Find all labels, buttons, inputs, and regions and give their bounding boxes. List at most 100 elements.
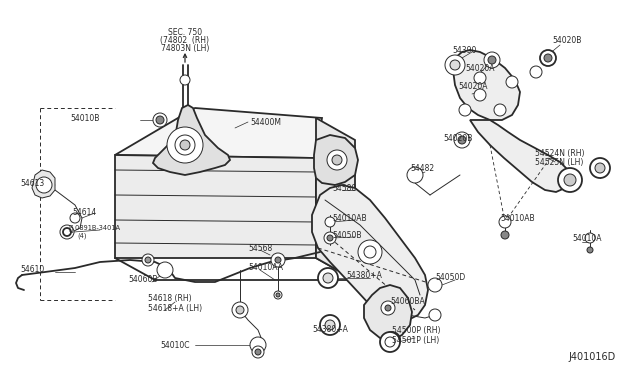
- Circle shape: [175, 135, 195, 155]
- Circle shape: [167, 127, 203, 163]
- Polygon shape: [115, 108, 322, 158]
- Circle shape: [63, 228, 71, 236]
- Polygon shape: [453, 50, 520, 120]
- Circle shape: [236, 306, 244, 314]
- Circle shape: [327, 150, 347, 170]
- Polygon shape: [153, 105, 230, 175]
- Circle shape: [530, 66, 542, 78]
- Circle shape: [327, 235, 333, 241]
- Circle shape: [385, 305, 391, 311]
- Circle shape: [428, 278, 442, 292]
- Text: 54020A: 54020A: [465, 64, 495, 73]
- Text: Ⓝ 0891B-3401A: Ⓝ 0891B-3401A: [69, 225, 120, 231]
- Circle shape: [501, 231, 509, 239]
- Circle shape: [275, 257, 281, 263]
- Polygon shape: [470, 120, 570, 192]
- Circle shape: [474, 72, 486, 84]
- Text: (74802  (RH): (74802 (RH): [161, 36, 209, 45]
- Text: Ⓝ: Ⓝ: [70, 227, 73, 233]
- Text: 54050B: 54050B: [332, 231, 362, 240]
- Text: 54390: 54390: [452, 45, 476, 55]
- Text: 54010A: 54010A: [572, 234, 602, 243]
- Text: 54010B: 54010B: [70, 113, 100, 122]
- Circle shape: [358, 240, 382, 264]
- Circle shape: [506, 76, 518, 88]
- Text: 74803N (LH): 74803N (LH): [161, 44, 209, 53]
- Text: 54010C: 54010C: [160, 340, 189, 350]
- Circle shape: [145, 257, 151, 263]
- Circle shape: [595, 163, 605, 173]
- Circle shape: [585, 233, 595, 243]
- Circle shape: [407, 167, 423, 183]
- Text: SEC. 750: SEC. 750: [168, 28, 202, 37]
- Circle shape: [445, 55, 465, 75]
- Text: 54020B: 54020B: [552, 35, 581, 45]
- Text: 54613: 54613: [20, 179, 44, 187]
- Circle shape: [250, 337, 266, 353]
- Circle shape: [544, 54, 552, 62]
- Circle shape: [325, 217, 335, 227]
- Circle shape: [36, 177, 52, 193]
- Text: 54060B: 54060B: [128, 276, 157, 285]
- Polygon shape: [364, 285, 412, 340]
- Text: J401016D: J401016D: [568, 352, 615, 362]
- Circle shape: [458, 136, 466, 144]
- Text: 54050D: 54050D: [435, 273, 465, 282]
- Polygon shape: [312, 185, 428, 320]
- Circle shape: [323, 273, 333, 283]
- Circle shape: [157, 262, 173, 278]
- Circle shape: [252, 346, 264, 358]
- Circle shape: [385, 337, 395, 347]
- Text: 54501P (LH): 54501P (LH): [392, 336, 439, 344]
- Text: 54010AB: 54010AB: [332, 214, 367, 222]
- Circle shape: [364, 246, 376, 258]
- Circle shape: [558, 168, 582, 192]
- Circle shape: [388, 336, 396, 344]
- Polygon shape: [115, 155, 316, 258]
- Text: (4): (4): [77, 233, 86, 239]
- Circle shape: [494, 104, 506, 116]
- Circle shape: [564, 174, 576, 186]
- Circle shape: [429, 309, 441, 321]
- Circle shape: [70, 213, 80, 223]
- Circle shape: [255, 349, 261, 355]
- Circle shape: [488, 56, 496, 64]
- Text: 54618 (RH): 54618 (RH): [148, 294, 191, 302]
- Circle shape: [590, 158, 610, 178]
- Circle shape: [276, 293, 280, 297]
- Circle shape: [459, 104, 471, 116]
- Circle shape: [60, 225, 74, 239]
- Circle shape: [499, 216, 511, 228]
- Text: 54610: 54610: [20, 266, 44, 275]
- Circle shape: [274, 291, 282, 299]
- Circle shape: [180, 75, 190, 85]
- Text: 54568: 54568: [248, 244, 272, 253]
- Circle shape: [384, 332, 400, 348]
- Text: 54010AB: 54010AB: [500, 214, 534, 222]
- Text: 54525N (LH): 54525N (LH): [535, 157, 584, 167]
- Text: 54482: 54482: [410, 164, 434, 173]
- Circle shape: [484, 52, 500, 68]
- Circle shape: [180, 140, 190, 150]
- Circle shape: [332, 155, 342, 165]
- Circle shape: [156, 116, 164, 124]
- Circle shape: [454, 132, 470, 148]
- Circle shape: [271, 253, 285, 267]
- Text: 54500P (RH): 54500P (RH): [392, 326, 440, 334]
- Text: 54020A: 54020A: [458, 81, 488, 90]
- Text: 54580: 54580: [332, 183, 356, 192]
- Circle shape: [474, 89, 486, 101]
- Circle shape: [325, 320, 335, 330]
- Text: 54380+A: 54380+A: [312, 326, 348, 334]
- Circle shape: [540, 50, 556, 66]
- Circle shape: [324, 232, 336, 244]
- Polygon shape: [314, 135, 358, 185]
- Text: 54524N (RH): 54524N (RH): [535, 148, 584, 157]
- Circle shape: [380, 332, 400, 352]
- Circle shape: [153, 113, 167, 127]
- Circle shape: [450, 60, 460, 70]
- Text: 54060BA: 54060BA: [390, 298, 425, 307]
- Circle shape: [318, 268, 338, 288]
- Text: 54614: 54614: [72, 208, 96, 217]
- Circle shape: [381, 301, 395, 315]
